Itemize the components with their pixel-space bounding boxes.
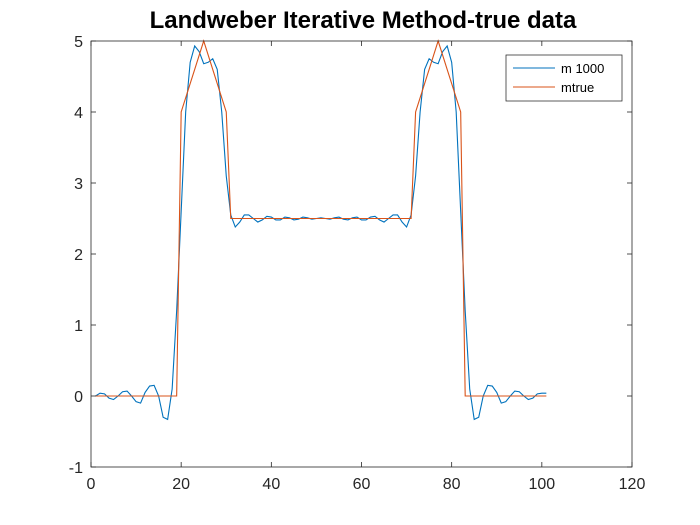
y-tick-label: 4 (74, 105, 83, 122)
x-tick-label: 120 (619, 476, 646, 493)
y-tick-label: 5 (74, 34, 83, 51)
x-tick-label: 100 (528, 476, 555, 493)
x-tick-label: 60 (353, 476, 371, 493)
y-tick-label: 2 (74, 247, 83, 264)
x-tick-label: 0 (87, 476, 96, 493)
legend-box (505, 54, 623, 102)
x-tick-label: 40 (262, 476, 280, 493)
legend: m 1000 mtrue (505, 54, 623, 102)
chart-title: Landweber Iterative Method-true data (150, 7, 577, 34)
series-line-m-1000 (95, 44, 547, 421)
y-tick-label: 1 (74, 318, 83, 335)
y-tick-label: 0 (74, 389, 83, 406)
legend-label-mtrue: mtrue (561, 80, 594, 95)
plot-area (91, 41, 632, 467)
y-tick-label: 3 (74, 176, 83, 193)
series-line-mtrue (95, 39, 547, 397)
x-tick-label: 80 (443, 476, 461, 493)
legend-label-m-1000: m 1000 (561, 61, 604, 76)
x-tick-label: 20 (172, 476, 190, 493)
y-tick-label: -1 (69, 460, 83, 477)
series-layer (95, 39, 547, 421)
